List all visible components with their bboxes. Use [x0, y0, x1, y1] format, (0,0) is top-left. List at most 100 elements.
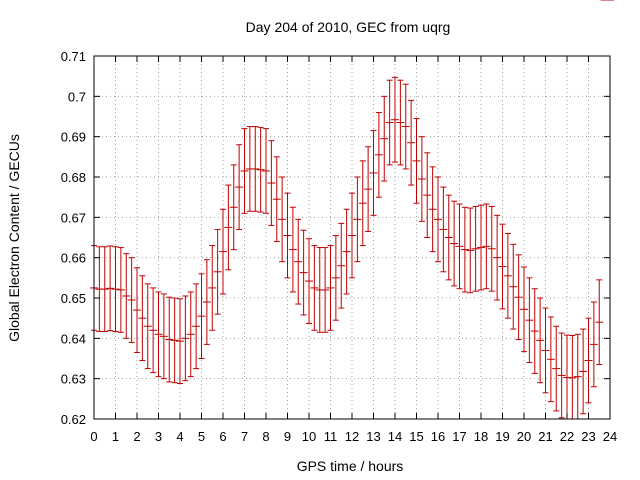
data-point — [143, 283, 152, 370]
data-point — [294, 218, 303, 305]
data-point — [471, 205, 480, 292]
x-tick-label: 14 — [388, 429, 402, 444]
data-point — [133, 267, 141, 353]
data-point — [256, 126, 265, 213]
data-point — [428, 166, 437, 253]
data-point — [509, 243, 518, 330]
x-tick-label: 17 — [452, 429, 466, 444]
data-point — [159, 293, 168, 380]
data-point — [310, 245, 319, 331]
x-tick-label: 1 — [112, 429, 119, 444]
x-tick-label: 8 — [262, 429, 269, 444]
data-point — [251, 126, 260, 212]
data-point — [197, 273, 206, 359]
x-tick-label: 5 — [198, 429, 205, 444]
x-tick-label: 4 — [176, 429, 183, 444]
x-tick-label: 19 — [495, 429, 509, 444]
data-point — [127, 257, 136, 343]
x-tick-label: 10 — [302, 429, 316, 444]
data-point — [149, 287, 158, 374]
data-point — [584, 317, 593, 404]
data-point — [460, 206, 469, 293]
y-tick-label: 0.7 — [68, 89, 86, 104]
data-point — [213, 228, 222, 315]
x-tick-label: 2 — [133, 429, 140, 444]
data-point — [450, 200, 459, 287]
data-point — [520, 266, 528, 353]
data-point — [353, 176, 362, 263]
data-point — [299, 229, 308, 316]
x-tick-label: 16 — [431, 429, 445, 444]
data-point — [138, 275, 147, 362]
data-point — [122, 253, 131, 339]
data-point — [530, 288, 539, 374]
data-point — [493, 214, 502, 301]
data-point — [224, 184, 233, 271]
data-point — [444, 194, 453, 281]
y-tick-label: 0.64 — [61, 331, 86, 346]
data-point — [116, 247, 125, 333]
data-point — [434, 176, 442, 263]
data-point — [391, 76, 399, 163]
data-point — [364, 146, 373, 232]
x-tick-label: 9 — [284, 429, 291, 444]
y-axis-label: Global Electron Content / GECUs — [6, 134, 22, 342]
y-tick-label: 0.67 — [61, 210, 86, 225]
data-point — [477, 204, 485, 291]
data-point — [181, 295, 190, 382]
y-tick-label: 0.62 — [61, 412, 86, 427]
data-point — [595, 279, 604, 366]
error-bars — [90, 0, 614, 420]
data-point — [267, 140, 276, 226]
x-tick-label: 21 — [538, 429, 552, 444]
data-point — [186, 291, 195, 378]
x-tick-label: 11 — [324, 429, 338, 444]
data-point — [321, 247, 330, 333]
data-point — [111, 246, 120, 332]
y-tick-label: 0.65 — [61, 291, 86, 306]
x-tick-labels: 0 1 2 3 4 5 6 7 8 9 10 11 12 13 14 15 16 17 18 19 20 21 22 23 24 — [90, 429, 617, 444]
data-point — [278, 176, 287, 263]
x-tick-label: 3 — [155, 429, 162, 444]
data-point — [385, 79, 394, 166]
data-point — [401, 83, 410, 170]
data-point — [369, 130, 378, 216]
x-tick-label: 12 — [345, 429, 359, 444]
data-point — [240, 128, 249, 214]
y-tick-labels: 0.62 0.63 0.64 0.65 0.66 0.67 0.68 0.69 0.7 0.71 — [61, 49, 86, 427]
data-point — [412, 118, 421, 204]
data-point — [358, 160, 367, 247]
data-point — [165, 296, 174, 383]
x-tick-label: 0 — [90, 429, 97, 444]
x-tick-label: 15 — [409, 429, 423, 444]
data-point — [176, 298, 184, 385]
data-point — [417, 136, 426, 222]
data-point — [192, 283, 201, 370]
chart-title: Day 204 of 2010, GEC from uqrg — [246, 19, 451, 35]
x-tick-label: 6 — [219, 429, 226, 444]
data-point — [202, 259, 211, 345]
data-point — [407, 99, 416, 186]
data-point — [482, 203, 491, 290]
data-point — [100, 246, 109, 332]
data-point — [326, 245, 335, 331]
data-point — [514, 254, 523, 341]
x-tick-label: 22 — [560, 429, 574, 444]
data-point — [455, 203, 464, 290]
data-point — [154, 291, 163, 378]
data-point — [573, 333, 582, 420]
data-point — [552, 325, 561, 412]
data-point — [208, 245, 217, 331]
axis-ticks — [93, 55, 611, 420]
data-point — [374, 111, 383, 198]
data-point — [563, 334, 571, 420]
x-tick-label: 20 — [517, 429, 531, 444]
data-point — [331, 234, 340, 321]
y-tick-label: 0.63 — [61, 372, 86, 387]
x-tick-label: 7 — [241, 429, 248, 444]
data-point — [170, 297, 179, 384]
data-point — [262, 128, 270, 214]
x-axis-label: GPS time / hours — [297, 458, 404, 474]
y-tick-label: 0.69 — [61, 130, 86, 145]
